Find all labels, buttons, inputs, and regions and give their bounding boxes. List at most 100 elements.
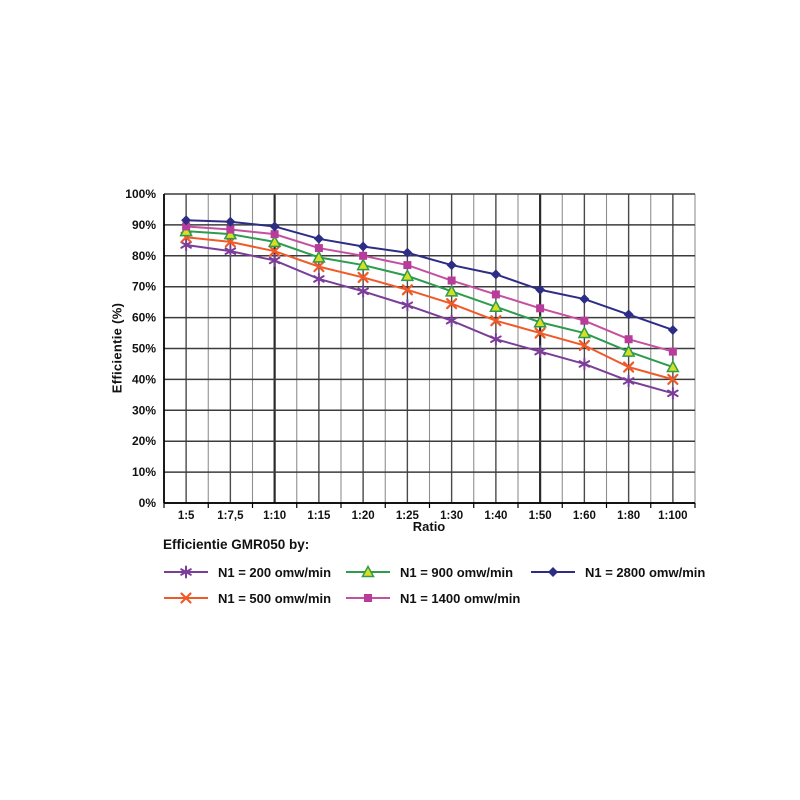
x-tick-label: 1:50: [529, 510, 552, 522]
legend: Efficientie GMR050 by: N1 = 200 omw/min N…: [163, 537, 723, 606]
x-tick-label: 1:100: [658, 510, 687, 522]
series-1500: [180, 231, 679, 385]
x-marker: [623, 361, 635, 373]
y-tick-label: 10%: [132, 465, 156, 479]
x-marker: [667, 373, 679, 385]
diamond-marker: [667, 324, 678, 335]
series-12800: [181, 215, 678, 335]
diamond-marker: [269, 221, 280, 232]
x-tick-label: 1:7,5: [217, 510, 244, 522]
diamond-marker: [490, 269, 501, 280]
triangle-up-marker: [400, 268, 415, 282]
triangle-up-marker: [577, 325, 592, 339]
x-tick-label: 1:15: [307, 510, 331, 522]
asterisk-marker: [357, 284, 369, 298]
asterisk-marker: [534, 345, 546, 359]
legend-item-1900: N1 = 900 omw/min: [345, 564, 530, 580]
square-marker: [491, 290, 500, 299]
legend-item-11400: N1 = 1400 omw/min: [345, 590, 530, 606]
diamond-marker: [225, 216, 236, 227]
asterisk-marker: [180, 238, 192, 252]
asterisk-marker: [268, 253, 281, 267]
square-marker: [364, 594, 372, 602]
series-line: [186, 236, 674, 381]
diamond-marker: [623, 309, 634, 320]
x-marker: [269, 245, 281, 257]
square-marker: [182, 222, 191, 231]
asterisk-marker: [445, 314, 458, 328]
y-tick-label: 100%: [125, 187, 156, 201]
x-tick-label: 1:60: [573, 510, 596, 522]
square-marker: [447, 276, 456, 285]
diamond-marker: [313, 233, 324, 244]
diamond-marker: [446, 260, 457, 271]
triangle-up-marker: [361, 565, 375, 578]
square-marker: [624, 335, 633, 344]
x-marker: [490, 315, 502, 327]
legend-marker: [346, 594, 390, 602]
x-tick-label: 1:30: [440, 510, 463, 522]
x-marker: [446, 298, 458, 310]
legend-item-1200: N1 = 200 omw/min: [163, 564, 345, 580]
asterisk-marker: [313, 272, 325, 286]
square-marker: [226, 225, 235, 234]
square-marker: [314, 244, 323, 253]
diamond-marker: [181, 215, 192, 226]
legend-marker: [346, 565, 390, 578]
legend-item-12800: N1 = 2800 omw/min: [530, 564, 723, 580]
legend-marker: [164, 592, 208, 604]
triangle-up-marker: [621, 344, 636, 357]
y-tick-label: 40%: [132, 372, 156, 386]
x-tick-label: 1:80: [617, 510, 640, 522]
square-marker: [668, 347, 677, 356]
diamond-marker: [535, 284, 546, 295]
legend-label: N1 = 900 omw/min: [400, 564, 514, 580]
triangle-up-marker: [312, 250, 326, 263]
triangle-up-marker: [444, 284, 459, 297]
series-line: [186, 219, 674, 331]
legend-marker: [164, 565, 208, 579]
x-marker: [357, 271, 369, 284]
legend-title: Efficientie GMR050 by:: [163, 537, 310, 552]
asterisk-marker: [180, 565, 192, 579]
x-tick-label: 1:20: [352, 510, 375, 522]
triangle-up-marker: [356, 258, 370, 271]
y-tick-label: 70%: [132, 280, 156, 294]
legend-label: N1 = 2800 omw/min: [585, 564, 706, 580]
asterisk-marker: [401, 298, 414, 312]
series-line: [186, 230, 674, 368]
x-tick-label: 1:5: [178, 510, 195, 522]
square-marker: [270, 230, 279, 239]
legend-marker: [531, 567, 575, 577]
legend-item-1500: N1 = 500 omw/min: [163, 590, 345, 606]
y-tick-label: 50%: [132, 342, 156, 356]
triangle-up-marker: [267, 234, 282, 248]
x-axis-title: Ratio: [412, 519, 446, 534]
square-marker: [536, 304, 545, 313]
y-axis-title: Efficientie (%): [109, 302, 125, 394]
asterisk-marker: [667, 386, 679, 400]
triangle-up-marker: [533, 315, 547, 328]
triangle-up-marker: [666, 359, 680, 373]
y-tick-label: 20%: [132, 434, 156, 448]
x-marker: [401, 284, 413, 296]
x-marker: [180, 592, 192, 604]
series-line: [185, 243, 674, 395]
asterisk-marker: [578, 357, 591, 371]
series-1900: [179, 224, 680, 373]
series-11400: [182, 222, 677, 356]
chart-plot: 0% 10% 20% 30% 40% 50% 60% 70% 80% 90% 100% 1:5 1:7,…: [125, 187, 696, 522]
square-marker: [403, 261, 412, 270]
y-tick-label: 80%: [132, 249, 156, 263]
asterisk-marker: [490, 332, 502, 346]
diamond-marker: [402, 247, 413, 258]
diamond-marker: [579, 294, 590, 305]
diamond-marker: [358, 241, 369, 252]
x-marker: [578, 339, 590, 352]
square-marker: [359, 251, 368, 260]
x-tick-label: 1:10: [263, 510, 286, 522]
legend-label: N1 = 1400 omw/min: [400, 590, 521, 606]
legend-label: N1 = 200 omw/min: [218, 564, 332, 580]
